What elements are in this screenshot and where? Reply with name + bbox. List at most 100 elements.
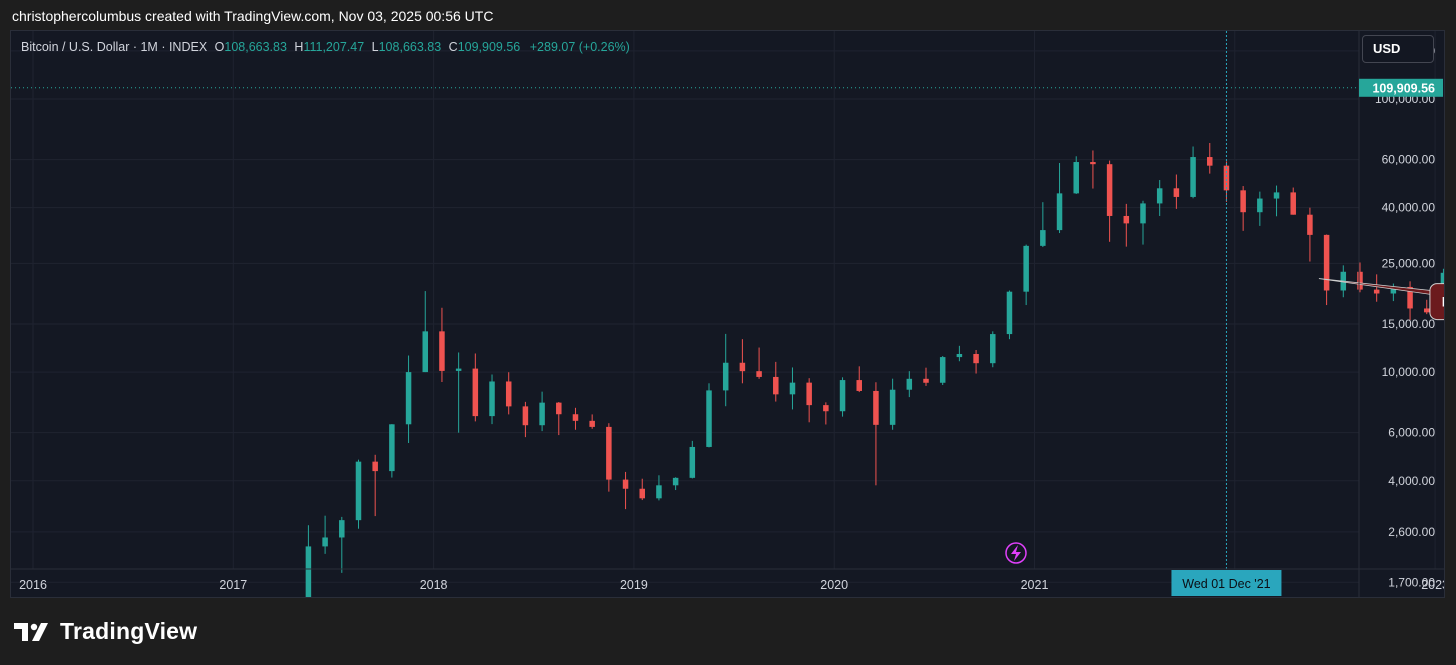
price-tick-label: 10,000.00 (1382, 365, 1436, 379)
candle-body (1290, 192, 1296, 215)
candle-body (505, 381, 512, 407)
last-price-label: 109,909.56 (1372, 81, 1435, 95)
candle-body (1390, 286, 1397, 294)
candle-body (1106, 164, 1113, 216)
candle-body (1357, 271, 1363, 290)
candle-body (606, 426, 612, 480)
chart-attribution: christophercolumbus created with Trading… (12, 8, 494, 24)
candle-body (856, 380, 862, 391)
candle-body (990, 334, 996, 364)
candle-body (1223, 165, 1230, 191)
candle-body (656, 485, 662, 499)
candle-body (1023, 245, 1029, 292)
candle-body (1090, 162, 1096, 165)
time-tick-label: 2018 (420, 578, 448, 592)
price-tick-label: 15,000.00 (1382, 317, 1436, 331)
candle-body (1273, 192, 1280, 199)
candle-body (572, 414, 579, 421)
price-tick-label: 1,700.00 (1388, 575, 1435, 589)
candle-body (539, 402, 545, 426)
candle-body (472, 368, 479, 417)
candle-body (1123, 215, 1130, 224)
candle-body (756, 371, 762, 377)
open-value: 108,663.83 (224, 40, 287, 54)
price-tick-label: 4,000.00 (1388, 474, 1435, 488)
candle-body (973, 353, 979, 364)
candle-body (1040, 230, 1046, 246)
candle-body (939, 357, 946, 383)
candle-body (789, 382, 796, 395)
lightning-icon (1005, 542, 1027, 564)
candle-body (1073, 162, 1079, 194)
change-value: +289.07 (+0.26%) (529, 40, 630, 54)
candle-body (489, 381, 495, 417)
candle-body (906, 378, 913, 390)
price-tick-label: 60,000.00 (1382, 153, 1436, 167)
annotation-box (1429, 283, 1444, 321)
candle-body (389, 424, 395, 472)
time-tick-label: 2016 (19, 578, 47, 592)
close-value: 109,909.56 (457, 40, 521, 54)
candle-body (639, 488, 645, 499)
candle-body (806, 382, 812, 406)
crosshair-date-label: Wed 01 Dec '21 (1182, 577, 1270, 591)
lightning-icon-ring (1005, 542, 1027, 564)
candle-body (739, 362, 746, 372)
symbol-title: Bitcoin / U.S. Dollar · 1M · INDEX (21, 40, 208, 54)
candle-body (372, 461, 378, 472)
candle-body (422, 331, 429, 373)
price-chart[interactable]: Buy zone 600,000.00400,000.00250,000.001… (11, 31, 1444, 597)
high-value: 111,207.47 (303, 40, 365, 54)
time-tick-label: 2017 (219, 578, 247, 592)
low-value: 108,663.83 (378, 40, 442, 54)
candle-body (956, 353, 963, 358)
time-tick-label: 2020 (820, 578, 848, 592)
high-label: H (294, 40, 304, 54)
candle-body (923, 378, 929, 383)
candle-body (889, 389, 896, 425)
close-label: C (448, 40, 458, 54)
crosshair-date-tag (1171, 570, 1282, 596)
candle-body (1407, 286, 1413, 309)
candle-body (622, 479, 629, 489)
time-tick-label: 2021 (1021, 578, 1049, 592)
candle-body (689, 446, 696, 478)
candle-body (672, 477, 679, 486)
candle-body (556, 402, 562, 415)
candle-body (322, 537, 328, 547)
lightning-icon-bolt (1011, 545, 1021, 561)
candle-body (1373, 289, 1380, 294)
low-label: L (371, 40, 379, 54)
candle-body (1257, 198, 1263, 213)
candle-body (873, 390, 879, 425)
price-tick-label: 40,000.00 (1382, 201, 1436, 215)
candle-body (455, 368, 462, 371)
candle-body (355, 461, 362, 521)
candle-body (1424, 308, 1430, 313)
candle-body (1173, 188, 1180, 197)
time-tick-label: 2019 (620, 578, 648, 592)
candle-body (522, 406, 529, 426)
brand: TradingView (14, 618, 197, 645)
price-tick-label: 6,000.00 (1388, 426, 1435, 440)
symbol-legend: Bitcoin / U.S. Dollar · 1M · INDEX O108,… (21, 40, 630, 54)
candle-body (823, 405, 829, 412)
candle-body (1006, 291, 1013, 335)
brand-name: TradingView (60, 618, 198, 644)
candle-body (1207, 157, 1213, 166)
candle-body (1307, 214, 1313, 235)
time-tick-label: 2023 (1421, 578, 1444, 592)
candle-body (1156, 188, 1163, 204)
candle-body (839, 380, 846, 412)
candle-body (305, 546, 312, 597)
last-price-tag (1359, 78, 1443, 97)
candle-body (1190, 157, 1196, 197)
currency-button[interactable]: USD (1362, 35, 1434, 63)
open-label: O (214, 40, 225, 54)
candle-body (339, 520, 345, 538)
price-tick-label: 2,600.00 (1388, 525, 1435, 539)
annotation-text: Buy zone (1442, 294, 1444, 310)
candle-body (1056, 193, 1063, 231)
chart-panel[interactable]: Buy zone 600,000.00400,000.00250,000.001… (10, 30, 1445, 598)
candle-body (589, 420, 595, 427)
